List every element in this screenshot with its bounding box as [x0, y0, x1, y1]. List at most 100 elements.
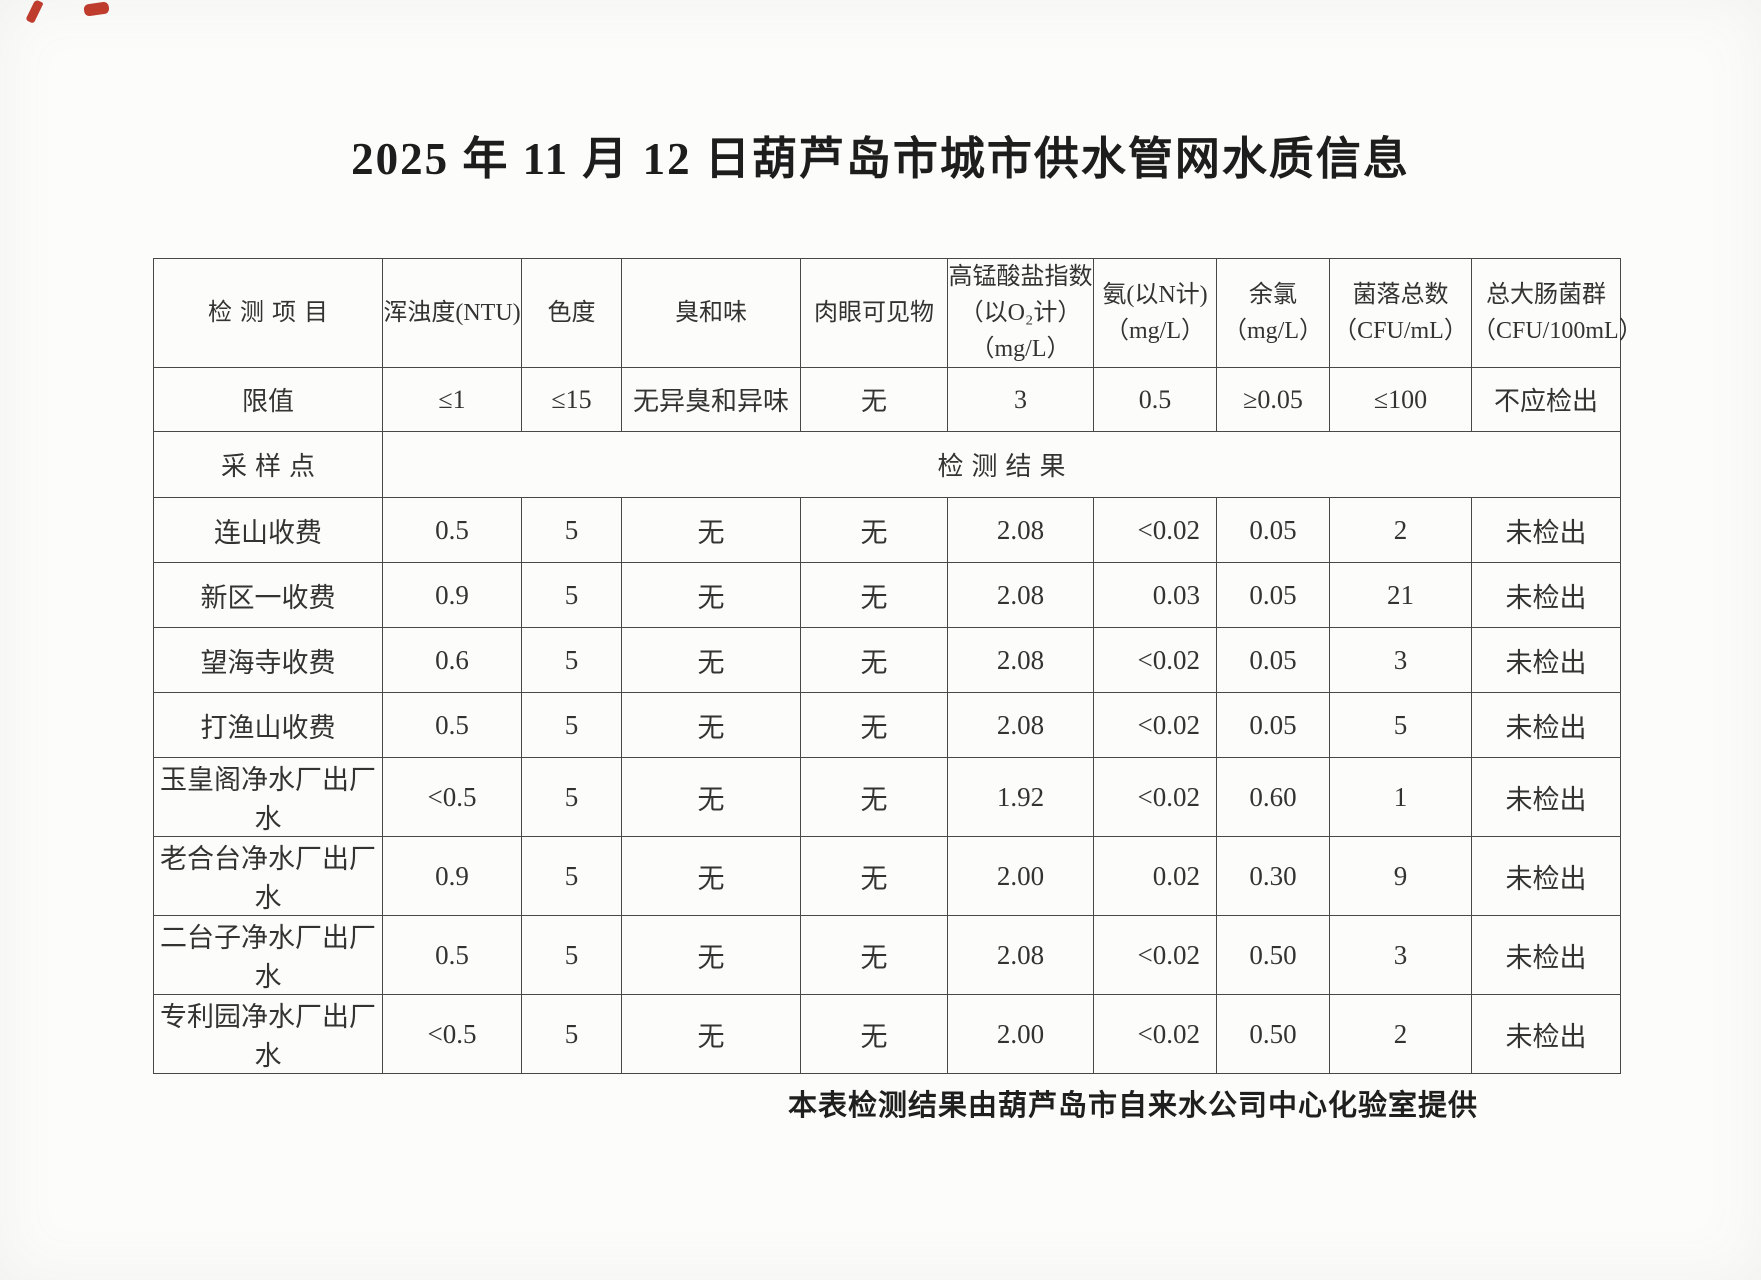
sampling-point-name: 玉皇阁净水厂出厂水: [153, 757, 383, 837]
result-cell: 0.6: [382, 627, 522, 693]
limit-cell: ≤100: [1329, 367, 1472, 432]
result-cell: 0.9: [382, 562, 522, 628]
result-cell: 2: [1329, 497, 1472, 563]
result-cell: 0.05: [1216, 627, 1330, 693]
result-cell: 2.08: [947, 627, 1094, 693]
result-cell: 9: [1329, 836, 1472, 916]
result-cell: 未检出: [1471, 994, 1621, 1074]
water-quality-table: 检测项目 浑浊度(NTU) 色度 臭和味 肉眼可见物 高锰酸盐指数 （以O₂计）…: [153, 258, 1643, 1074]
result-cell: 1.92: [947, 757, 1094, 837]
result-cell: 5: [521, 627, 622, 693]
header-color: 色度: [521, 258, 622, 368]
table-row: 连山收费 0.5 5 无无 2.08 <0.02 0.05 2 未检出: [153, 497, 1621, 563]
header-permanganate-index: 高锰酸盐指数 （以O₂计） （mg/L）: [947, 258, 1094, 368]
page-title: 2025 年 11 月 12 日葫芦岛市城市供水管网水质信息: [351, 134, 1410, 184]
result-cell: 0.5: [382, 497, 522, 563]
result-cell: 无: [621, 627, 801, 693]
result-cell: 无: [621, 915, 801, 995]
table-header: 检测项目 浑浊度(NTU) 色度 臭和味 肉眼可见物 高锰酸盐指数 （以O₂计）…: [153, 258, 1643, 368]
sampling-point-name: 专利园净水厂出厂水: [153, 994, 383, 1074]
result-cell: <0.5: [382, 994, 522, 1074]
result-cell: 未检出: [1471, 627, 1621, 693]
result-cell: 未检出: [1471, 562, 1621, 628]
header-total-coliforms: 总大肠菌群 （CFU/100mL）: [1471, 258, 1643, 368]
result-cell: 无: [621, 562, 801, 628]
result-cell: 未检出: [1471, 692, 1621, 758]
footer-attribution: 本表检测结果由葫芦岛市自来水公司中心化验室提供: [788, 1090, 1479, 1122]
sampling-point-label: 采样点: [153, 431, 383, 498]
limit-cell: ≤15: [521, 367, 622, 432]
result-cell: 0.50: [1216, 915, 1330, 995]
result-cell: <0.02: [1093, 692, 1217, 758]
result-cell: 3: [1329, 627, 1472, 693]
result-cell: 无: [800, 562, 948, 628]
result-cell: 无: [800, 692, 948, 758]
result-cell: 2.08: [947, 497, 1094, 563]
result-cell: 无: [800, 627, 948, 693]
result-cell: 无: [621, 497, 801, 563]
result-cell: 2.00: [947, 994, 1094, 1074]
result-cell: 1: [1329, 757, 1472, 837]
sampling-point-name: 连山收费: [153, 497, 383, 563]
result-cell: 无: [800, 836, 948, 916]
result-cell: 0.02: [1093, 836, 1217, 916]
result-cell: 无: [621, 836, 801, 916]
result-cell: 5: [521, 994, 622, 1074]
result-cell: 未检出: [1471, 836, 1621, 916]
result-cell: 0.30: [1216, 836, 1330, 916]
result-cell: 无: [621, 692, 801, 758]
limit-cell: 无: [800, 367, 948, 432]
table-row: 打渔山收费 0.5 5 无无 2.08 <0.02 0.05 5 未检出: [153, 692, 1621, 758]
header-bacterial-count: 菌落总数 （CFU/mL）: [1329, 258, 1472, 368]
result-cell: 0.03: [1093, 562, 1217, 628]
result-cell: 无: [800, 497, 948, 563]
limit-cell: 0.5: [1093, 367, 1217, 432]
header-residual-chlorine: 余氯 （mg/L）: [1216, 258, 1330, 368]
limit-cell: 无异臭和异味: [621, 367, 801, 432]
limit-cell: ≥0.05: [1216, 367, 1330, 432]
sampling-point-name: 望海寺收费: [153, 627, 383, 693]
table-row: 新区一收费 0.9 5 无无 2.08 0.03 0.05 21 未检出: [153, 562, 1621, 628]
result-cell: 2.08: [947, 562, 1094, 628]
result-cell: 0.05: [1216, 562, 1330, 628]
header-ammonia: 氨(以N计) （mg/L）: [1093, 258, 1217, 368]
result-cell: 0.05: [1216, 497, 1330, 563]
result-cell: 0.9: [382, 836, 522, 916]
header-visible-matter: 肉眼可见物: [800, 258, 948, 368]
limit-row: 限值 ≤1 ≤15 无异臭和异味 无 3 0.5 ≥0.05 ≤100 不应检出: [153, 367, 1621, 432]
result-cell: 21: [1329, 562, 1472, 628]
sampling-row: 采样点 检测结果: [153, 431, 1621, 498]
result-cell: 0.05: [1216, 692, 1330, 758]
header-odor-taste: 臭和味: [621, 258, 801, 368]
result-cell: 3: [1329, 915, 1472, 995]
result-cell: 5: [521, 915, 622, 995]
red-pen-mark: [83, 1, 110, 17]
result-cell: 2.08: [947, 692, 1094, 758]
table-body: 限值 ≤1 ≤15 无异臭和异味 无 3 0.5 ≥0.05 ≤100 不应检出…: [153, 367, 1621, 1074]
result-cell: 未检出: [1471, 497, 1621, 563]
table-row: 二台子净水厂出厂水 0.5 5 无无 2.08 <0.02 0.50 3 未检出: [153, 915, 1621, 995]
header-test-item: 检测项目: [153, 258, 383, 368]
table-row: 老合台净水厂出厂水 0.9 5 无无 2.00 0.02 0.30 9 未检出: [153, 836, 1621, 916]
result-cell: <0.02: [1093, 757, 1217, 837]
result-cell: 0.5: [382, 915, 522, 995]
result-cell: 无: [800, 994, 948, 1074]
result-cell: 2.00: [947, 836, 1094, 916]
result-cell: <0.02: [1093, 497, 1217, 563]
result-cell: <0.02: [1093, 627, 1217, 693]
result-cell: 5: [521, 562, 622, 628]
sampling-point-name: 新区一收费: [153, 562, 383, 628]
result-cell: 5: [521, 757, 622, 837]
result-cell: 5: [521, 692, 622, 758]
table-row: 专利园净水厂出厂水 <0.5 5 无无 2.00 <0.02 0.50 2 未检出: [153, 994, 1621, 1074]
sampling-point-name: 二台子净水厂出厂水: [153, 915, 383, 995]
result-cell: 0.60: [1216, 757, 1330, 837]
result-cell: 5: [1329, 692, 1472, 758]
table-row: 望海寺收费 0.6 5 无无 2.08 <0.02 0.05 3 未检出: [153, 627, 1621, 693]
result-cell: 5: [521, 836, 622, 916]
result-cell: 未检出: [1471, 757, 1621, 837]
result-cell: 0.5: [382, 692, 522, 758]
result-cell: 未检出: [1471, 915, 1621, 995]
result-cell: <0.02: [1093, 994, 1217, 1074]
